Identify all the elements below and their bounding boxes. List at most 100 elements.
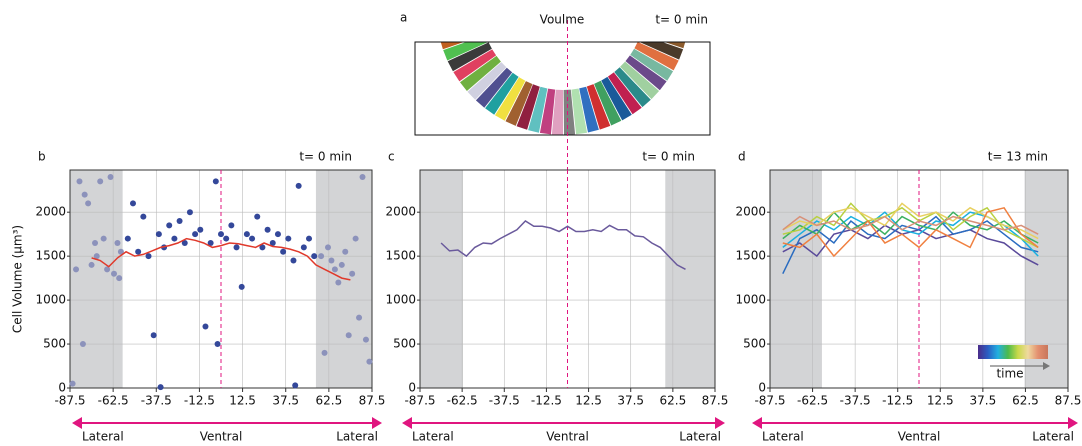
x-tick-label: 12.5 [927,394,954,408]
cell [594,80,622,126]
y-axis-label: Cell Volume (µm³) [11,225,25,333]
data-point [93,253,100,260]
cell [528,86,548,133]
x-tick-label: -87.5 [754,394,785,408]
cell [443,42,489,61]
cell [551,89,563,135]
data-point [207,239,214,246]
cell [579,86,599,133]
x-tick-label: -37.5 [840,394,871,408]
time-label: t= 0 min [655,13,708,27]
data-point [254,213,261,220]
x-tick-label: 87.5 [702,394,729,408]
shaded-region [70,170,123,388]
cell-image [440,42,686,135]
data-point [300,244,307,251]
data-point [192,231,199,238]
data-point [155,231,162,238]
cell [475,67,513,108]
data-point [135,248,142,255]
region-label: Lateral [679,430,721,444]
data-point [366,358,373,365]
data-point [81,191,88,198]
data-point [69,380,76,387]
x-tick-label: 37.5 [617,394,644,408]
data-point [73,266,80,273]
data-point [233,244,240,251]
arrow-head [72,417,82,429]
time-label: t= 0 min [642,150,695,164]
data-point [140,213,147,220]
y-tick-label: 0 [758,381,766,395]
data-point [349,270,356,277]
data-point [100,235,107,242]
cell [634,42,679,71]
y-tick-label: 1000 [385,293,416,307]
data-point [259,244,266,251]
data-point [318,253,325,260]
data-point [338,261,345,268]
arrow-head [752,417,762,429]
region-label: Ventral [200,430,243,444]
region-label: Lateral [762,430,804,444]
data-point [359,174,366,181]
data-point [111,270,118,277]
data-point [214,341,221,348]
data-point [328,257,335,264]
x-tick-label: -87.5 [54,394,85,408]
data-point [157,384,164,391]
y-tick-label: 500 [393,337,416,351]
cell [614,67,651,108]
chart-panel: 0 500 1000 1500 2000 -87.5 -62.5 -37.5 -12.5 12.5… [385,150,728,444]
region-label: Lateral [336,430,378,444]
y-tick-label: 1000 [735,293,766,307]
cell [516,84,540,130]
cell [601,76,632,121]
data-point [264,226,271,233]
panel-label: b [38,150,46,164]
shaded-region [665,170,715,388]
time-label: t= 0 min [299,150,352,164]
x-tick-label: 62.5 [1012,394,1039,408]
data-point [202,323,209,330]
panel-label: d [738,150,746,164]
chart-panel: 0 500 1000 1500 2000 -87.5 -62.5 -37.5 -12.5 12.5… [11,150,386,444]
image-frame [414,41,711,136]
x-tick-label: 87.5 [359,394,386,408]
arrow-head [402,417,412,429]
time-label: t= 13 min [988,150,1048,164]
data-point [223,235,230,242]
data-point [76,178,83,185]
region-label: Ventral [898,430,941,444]
data-point [117,248,124,255]
panel-label: a [400,11,407,25]
x-tick-label: -37.5 [489,394,520,408]
data-point [342,248,349,255]
data-point [176,217,183,224]
data-point [331,266,338,273]
cell [571,88,588,135]
data-line [782,202,1039,249]
cell [467,62,507,100]
arrow-head [1043,362,1050,370]
data-point [85,200,92,207]
data-line [782,206,1039,258]
data-point [274,231,281,238]
x-tick-label: 12.5 [575,394,602,408]
data-point [356,314,363,321]
panel-title: Voulme [540,13,585,27]
y-tick-label: 0 [408,381,416,395]
x-tick-label: -87.5 [404,394,435,408]
shaded-region [420,170,463,388]
data-point [324,244,331,251]
data-point [290,257,297,264]
y-tick-label: 500 [43,337,66,351]
data-point [311,253,318,260]
data-point [166,222,173,229]
data-line [91,237,351,281]
shaded-region [770,170,822,388]
colorbar [978,345,1048,359]
cell [563,89,576,135]
y-tick-label: 1500 [735,249,766,263]
